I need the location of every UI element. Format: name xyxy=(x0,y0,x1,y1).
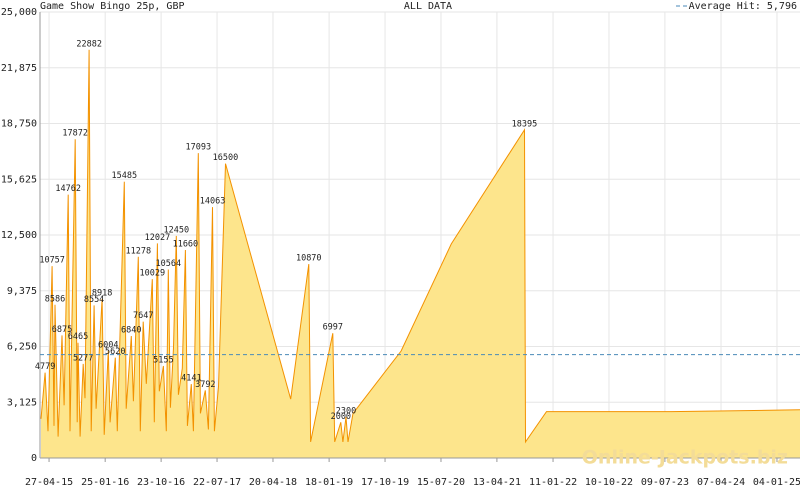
x-tick-label: 23-10-16 xyxy=(137,477,185,488)
peak-label: 5277 xyxy=(73,353,93,363)
x-tick-label: 04-01-25 xyxy=(753,477,800,488)
peak-label: 22882 xyxy=(76,39,102,49)
peak-label: 10757 xyxy=(39,256,65,266)
x-tick-label: 17-10-19 xyxy=(361,477,409,488)
peak-label: 6840 xyxy=(121,325,141,335)
y-tick-label: 9,375 xyxy=(7,286,37,297)
y-tick-label: 15,625 xyxy=(1,174,37,185)
x-tick-label: 22-07-17 xyxy=(193,477,241,488)
peak-label: 6465 xyxy=(68,332,88,342)
peak-label: 18395 xyxy=(512,119,538,129)
peak-label: 6997 xyxy=(323,323,343,333)
peak-label: 14063 xyxy=(200,197,226,207)
x-tick-label: 27-04-15 xyxy=(25,477,73,488)
peak-label: 3792 xyxy=(195,380,215,390)
peak-label: 10870 xyxy=(296,254,322,264)
y-tick-label: 21,875 xyxy=(1,63,37,74)
y-tick-label: 18,750 xyxy=(1,119,37,130)
peak-label: 10029 xyxy=(139,269,165,279)
x-tick-label: 15-07-20 xyxy=(417,477,465,488)
x-tick-label: 25-01-16 xyxy=(81,477,129,488)
x-tick-label: 11-01-22 xyxy=(529,477,577,488)
y-tick-label: 25,000 xyxy=(1,7,37,18)
area-line xyxy=(40,49,800,444)
y-tick-label: 3,125 xyxy=(7,397,37,408)
peak-label: 17093 xyxy=(186,143,212,153)
watermark: Online-Jackpots.biz xyxy=(582,447,788,469)
peak-label: 8918 xyxy=(92,288,112,298)
peak-label: 6004 xyxy=(98,340,118,350)
peak-label: 8586 xyxy=(45,294,65,304)
peak-label: 2000 xyxy=(331,412,351,422)
area-fill xyxy=(41,49,800,459)
x-tick-label: 09-07-23 xyxy=(641,477,689,488)
peak-label: 15485 xyxy=(112,171,138,181)
peak-label: 11660 xyxy=(173,239,199,249)
chart-subtitle: ALL DATA xyxy=(404,1,452,12)
peak-label: 6875 xyxy=(52,325,72,335)
peak-label: 2300 xyxy=(336,406,356,416)
y-tick-label: 12,500 xyxy=(1,230,37,241)
chart-title: Game Show Bingo 25p, GBP xyxy=(40,1,185,12)
peak-label: 4779 xyxy=(35,362,55,372)
x-tick-label: 13-04-21 xyxy=(473,477,521,488)
y-tick-label: 6,250 xyxy=(7,342,37,353)
peak-label: 17872 xyxy=(62,129,88,139)
peak-label: 8554 xyxy=(84,295,104,305)
peak-label: 10564 xyxy=(156,259,182,269)
x-tick-label: 20-04-18 xyxy=(249,477,297,488)
peak-label: 7647 xyxy=(133,311,153,321)
x-tick-label: 18-01-19 xyxy=(305,477,353,488)
peak-label: 5620 xyxy=(105,347,125,357)
peak-label: 14762 xyxy=(55,184,81,194)
peak-label: 16500 xyxy=(213,153,239,163)
peak-label: 12027 xyxy=(145,233,171,243)
peak-label: 4141 xyxy=(181,374,201,384)
x-tick-label: 10-10-22 xyxy=(585,477,633,488)
y-tick-label: 0 xyxy=(31,453,37,464)
peak-label: 11278 xyxy=(125,246,151,256)
peak-label: 12450 xyxy=(164,225,190,235)
x-tick-label: 07-04-24 xyxy=(697,477,745,488)
legend-label: Average Hit: 5,796 xyxy=(689,1,797,12)
peak-label: 5155 xyxy=(153,356,173,366)
